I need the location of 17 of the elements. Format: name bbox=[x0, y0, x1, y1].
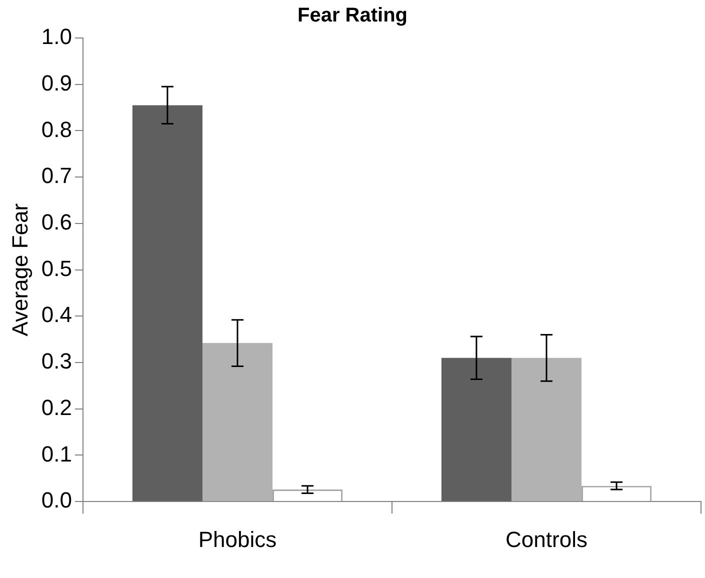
y-tick-label: 0.6 bbox=[41, 210, 72, 235]
bar bbox=[132, 105, 202, 502]
y-tick-label: 0.4 bbox=[41, 302, 72, 328]
y-tick-label: 0.7 bbox=[41, 163, 72, 188]
bar bbox=[441, 358, 512, 502]
y-tick-label: 1.0 bbox=[41, 24, 72, 50]
y-tick-label: 0.8 bbox=[41, 116, 72, 142]
y-tick-label: 0.5 bbox=[41, 256, 72, 281]
x-tick-label: Phobics bbox=[198, 526, 277, 552]
x-tick-label: Controls bbox=[506, 526, 588, 552]
y-tick-label: 0.9 bbox=[41, 70, 72, 96]
y-tick-label: 0.3 bbox=[41, 348, 72, 374]
y-axis-title: Average Fear bbox=[7, 203, 32, 336]
chart-title: Fear Rating bbox=[297, 4, 408, 27]
y-tick-label: 0.0 bbox=[41, 488, 72, 513]
y-tick-label: 0.1 bbox=[41, 441, 72, 466]
y-tick-label: 0.2 bbox=[41, 394, 72, 420]
